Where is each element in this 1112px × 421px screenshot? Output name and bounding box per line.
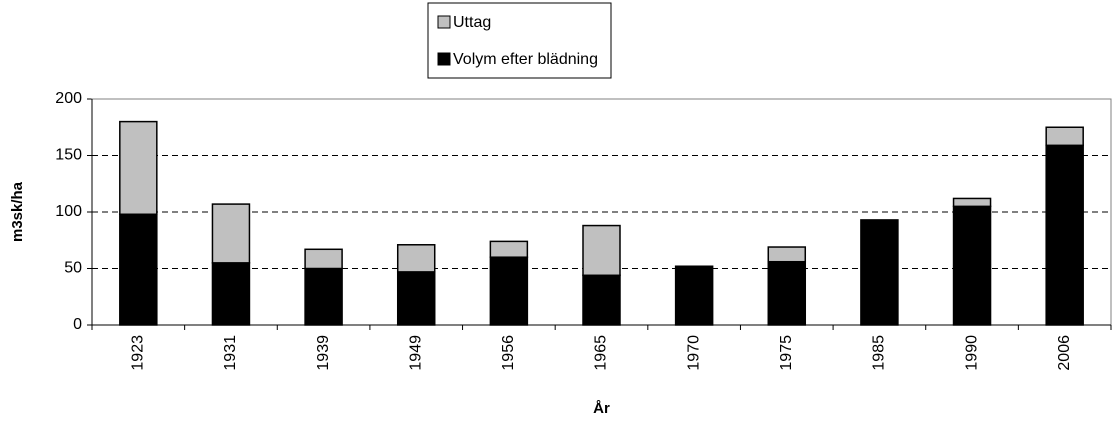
x-tick-label: 2006 [1056, 335, 1073, 371]
bar-segment [119, 213, 158, 326]
bar-segment [582, 224, 621, 277]
bar-segment [304, 267, 343, 326]
x-axis-label: År [593, 400, 610, 417]
bar-segment [952, 205, 992, 326]
bar-segment [767, 246, 807, 263]
y-tick-label: 100 [55, 203, 82, 220]
legend-box [427, 2, 612, 79]
bar-segment [1045, 126, 1084, 147]
bar-segment [952, 197, 992, 208]
y-tick-label: 200 [55, 90, 82, 107]
bar-segment [119, 120, 158, 216]
bar-segment [211, 262, 251, 326]
legend-swatch [437, 15, 451, 29]
bar-segment [489, 256, 529, 326]
legend-label: Uttag [453, 14, 491, 31]
x-tick-label: 1985 [871, 335, 888, 371]
legend-label: Volym efter blädning [453, 51, 598, 68]
x-tick-label: 1931 [222, 335, 239, 371]
bar-segment [767, 260, 807, 326]
bar-segment [304, 248, 343, 270]
y-tick-label: 150 [55, 147, 82, 164]
y-axis-label: m3sk/ha [9, 181, 26, 242]
x-tick-label: 1990 [963, 335, 980, 371]
x-tick-label: 1956 [500, 335, 517, 371]
bar-segment [396, 271, 436, 326]
y-tick-label: 50 [64, 260, 82, 277]
y-tick-label: 0 [73, 316, 82, 333]
bar-segment [489, 240, 529, 258]
legend-swatch [437, 52, 451, 66]
x-tick-label: 1975 [778, 335, 795, 371]
x-tick-label: 1965 [593, 335, 610, 371]
bar-segment [396, 244, 436, 273]
x-tick-label: 1923 [130, 335, 147, 371]
bar-segment [1045, 144, 1084, 326]
x-tick-label: 1970 [685, 335, 702, 371]
x-tick-label: 1949 [407, 335, 424, 371]
bar-segment [860, 219, 899, 326]
bar-segment [582, 274, 621, 326]
bar-segment [674, 265, 714, 326]
x-tick-label: 1939 [315, 335, 332, 371]
bar-segment [211, 203, 251, 264]
